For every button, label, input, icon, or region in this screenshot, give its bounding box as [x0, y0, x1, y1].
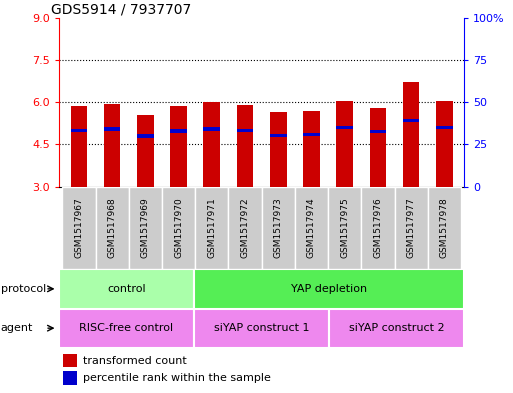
- Text: GSM1517974: GSM1517974: [307, 198, 316, 258]
- Bar: [394, 187, 428, 269]
- Bar: [104, 104, 121, 187]
- Bar: [59, 309, 194, 348]
- Text: GSM1517971: GSM1517971: [207, 198, 216, 258]
- Text: protocol: protocol: [1, 284, 46, 294]
- Text: GSM1517968: GSM1517968: [108, 198, 116, 258]
- Bar: [270, 112, 287, 187]
- Bar: [361, 187, 394, 269]
- Text: GSM1517969: GSM1517969: [141, 198, 150, 258]
- Bar: [129, 187, 162, 269]
- Bar: [303, 133, 320, 136]
- Bar: [195, 187, 228, 269]
- Bar: [170, 107, 187, 187]
- Bar: [59, 269, 194, 309]
- Bar: [337, 101, 353, 187]
- Text: RISC-free control: RISC-free control: [80, 323, 173, 333]
- Bar: [162, 187, 195, 269]
- Text: transformed count: transformed count: [83, 356, 187, 366]
- Bar: [63, 371, 77, 385]
- Bar: [337, 126, 353, 129]
- Text: GSM1517978: GSM1517978: [440, 198, 449, 258]
- Bar: [71, 107, 87, 187]
- Bar: [329, 309, 464, 348]
- Text: GDS5914 / 7937707: GDS5914 / 7937707: [51, 2, 191, 17]
- Bar: [236, 105, 253, 187]
- Text: control: control: [107, 284, 146, 294]
- Text: agent: agent: [1, 323, 33, 333]
- Text: GSM1517970: GSM1517970: [174, 198, 183, 258]
- Bar: [436, 126, 452, 129]
- Bar: [62, 187, 95, 269]
- Bar: [403, 83, 420, 187]
- Bar: [295, 187, 328, 269]
- Bar: [428, 187, 461, 269]
- Text: GSM1517967: GSM1517967: [74, 198, 84, 258]
- Text: GSM1517977: GSM1517977: [407, 198, 416, 258]
- Bar: [328, 187, 361, 269]
- Bar: [194, 309, 329, 348]
- Bar: [95, 187, 129, 269]
- Bar: [194, 269, 464, 309]
- Bar: [270, 134, 287, 137]
- Bar: [137, 115, 154, 187]
- Bar: [369, 108, 386, 187]
- Bar: [369, 130, 386, 134]
- Bar: [137, 134, 154, 138]
- Text: GSM1517973: GSM1517973: [274, 198, 283, 258]
- Text: YAP depletion: YAP depletion: [291, 284, 367, 294]
- Text: siYAP construct 1: siYAP construct 1: [214, 323, 309, 333]
- Bar: [228, 187, 262, 269]
- Text: GSM1517976: GSM1517976: [373, 198, 382, 258]
- Bar: [262, 187, 295, 269]
- Text: siYAP construct 2: siYAP construct 2: [349, 323, 445, 333]
- Bar: [303, 110, 320, 187]
- Bar: [63, 354, 77, 367]
- Bar: [104, 127, 121, 130]
- Bar: [403, 119, 420, 122]
- Text: percentile rank within the sample: percentile rank within the sample: [83, 373, 271, 384]
- Bar: [236, 129, 253, 132]
- Bar: [170, 129, 187, 132]
- Bar: [204, 102, 220, 187]
- Bar: [204, 127, 220, 130]
- Text: GSM1517975: GSM1517975: [340, 198, 349, 258]
- Text: GSM1517972: GSM1517972: [241, 198, 249, 258]
- Bar: [436, 101, 452, 187]
- Bar: [71, 129, 87, 132]
